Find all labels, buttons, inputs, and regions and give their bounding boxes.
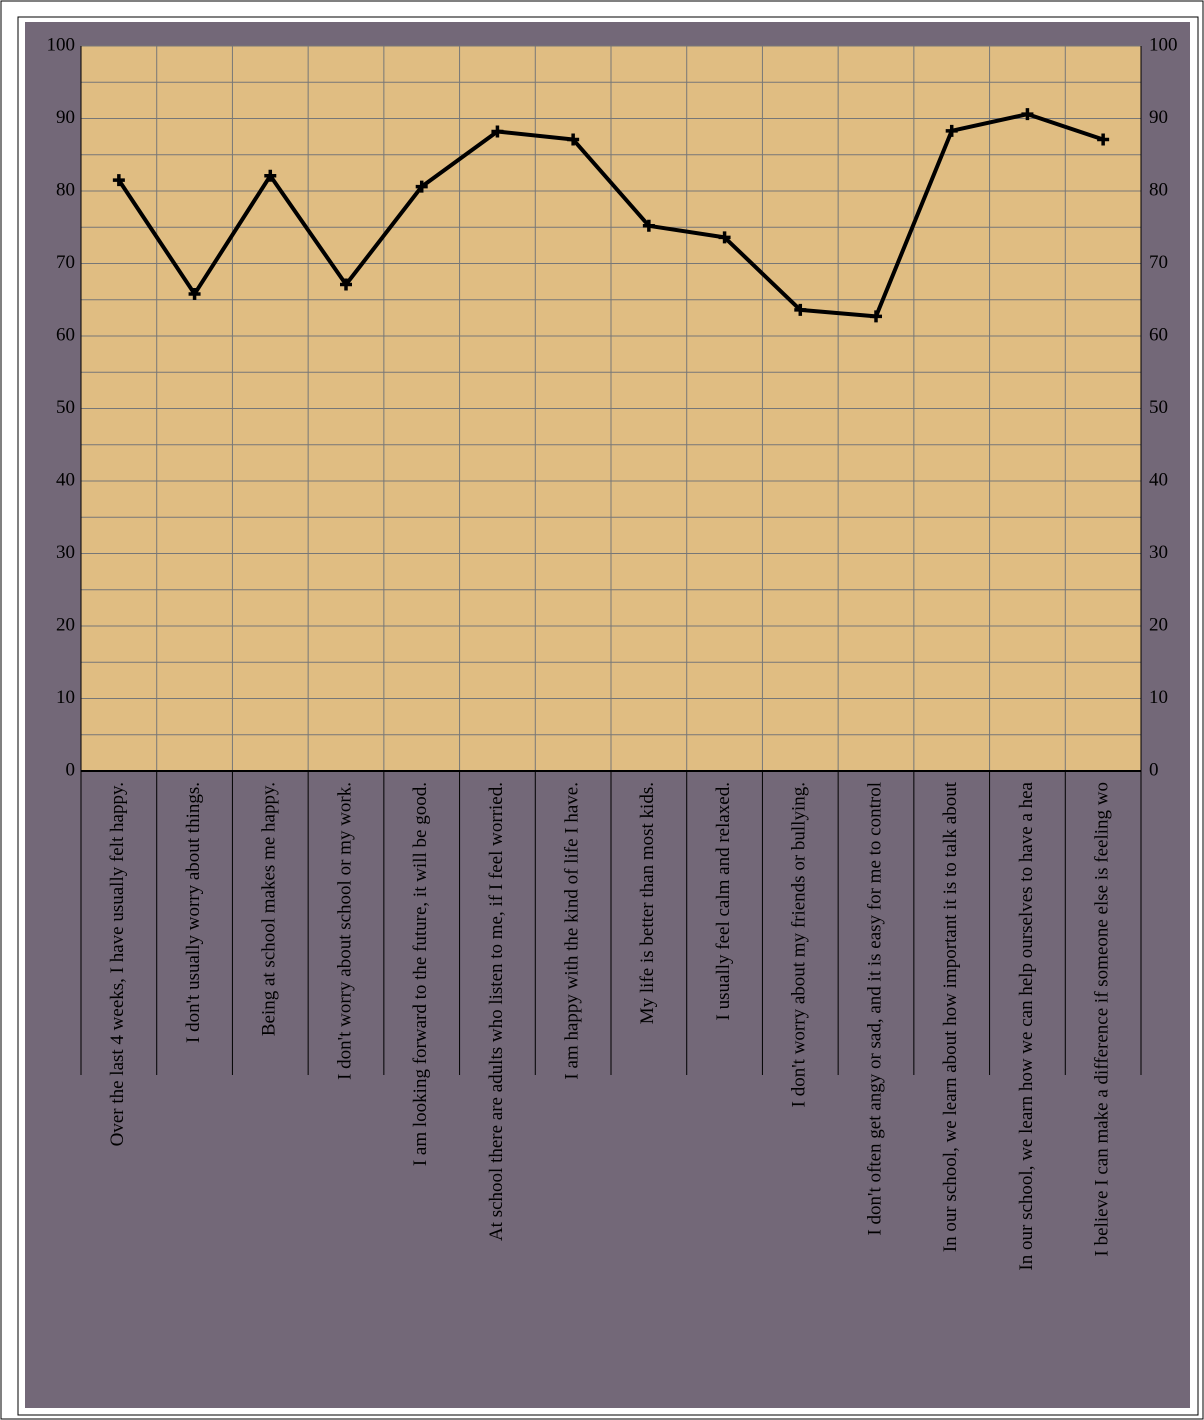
x-tick-label: I don't worry about school or my work. [334, 782, 355, 1080]
y2-tick-label: 70 [1149, 252, 1168, 273]
x-tick-label: I don't often get angy or sad, and it is… [864, 782, 885, 1236]
x-tick-label: At school there are adults who listen to… [486, 782, 507, 1241]
y-tick-label: 20 [56, 614, 75, 635]
data-point [945, 124, 958, 137]
y-tick-label: 30 [56, 542, 75, 563]
y2-tick-label: 20 [1149, 614, 1168, 635]
x-tick-label: Being at school makes me happy. [259, 782, 280, 1036]
y-tick-label: 80 [56, 179, 75, 200]
data-point [1097, 133, 1110, 146]
y-tick-label: 50 [56, 397, 75, 418]
x-tick-label: I am looking forward to the future, it w… [410, 782, 431, 1166]
data-point [718, 231, 731, 244]
data-point [491, 125, 504, 138]
data-point [642, 219, 655, 232]
y2-tick-label: 100 [1149, 34, 1178, 55]
data-point [415, 180, 428, 193]
x-tick-label: I don't usually worry about things. [183, 782, 204, 1043]
x-tick-label: I usually feel calm and relaxed. [713, 782, 734, 1020]
x-tick-label: I am happy with the kind of life I have. [562, 782, 583, 1080]
y2-tick-label: 50 [1149, 397, 1168, 418]
data-point [794, 303, 807, 316]
x-tick-label: In our school, we learn how we can help … [1016, 781, 1037, 1270]
y2-tick-label: 0 [1149, 759, 1159, 780]
x-tick-label: My life is better than most kids. [637, 782, 658, 1024]
y-tick-label: 90 [56, 107, 75, 128]
y-tick-label: 60 [56, 324, 75, 345]
frame-inner [17, 16, 1199, 1416]
y2-tick-label: 10 [1149, 687, 1168, 708]
data-point [567, 133, 580, 146]
x-tick-label: Over the last 4 weeks, I have usually fe… [107, 782, 128, 1146]
y-tick-label: 10 [56, 687, 75, 708]
x-tick-label: I don't worry about my friends or bullyi… [789, 782, 810, 1107]
y2-tick-label: 90 [1149, 107, 1168, 128]
y2-tick-label: 30 [1149, 542, 1168, 563]
x-tick-label: In our school, we learn about how import… [940, 781, 961, 1252]
y-tick-label: 40 [56, 469, 75, 490]
data-point [870, 310, 882, 323]
data-point [112, 174, 125, 187]
x-tick-label: I believe I can make a difference if som… [1092, 782, 1113, 1256]
y2-tick-label: 40 [1149, 469, 1168, 490]
y-tick-label: 70 [56, 252, 75, 273]
y2-tick-label: 80 [1149, 179, 1168, 200]
data-point [188, 287, 201, 300]
data-point [1021, 108, 1034, 121]
y2-tick-label: 60 [1149, 324, 1168, 345]
y-tick-label: 100 [47, 34, 76, 55]
y-tick-label: 0 [66, 759, 76, 780]
data-line [117, 112, 1104, 319]
data-point [340, 278, 352, 291]
data-point [264, 169, 277, 182]
